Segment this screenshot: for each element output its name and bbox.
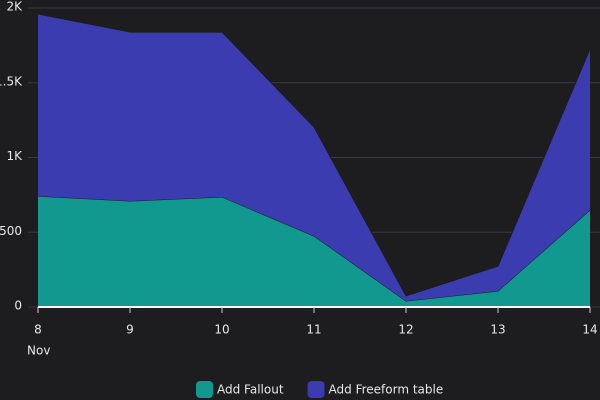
x-tick-label: 11 — [306, 323, 321, 337]
area — [38, 196, 590, 307]
x-tick-label: 12 — [398, 323, 413, 337]
y-tick-label: 2K — [6, 0, 23, 14]
y-tick-label: 1.5K — [0, 74, 23, 88]
x-tick-label: 13 — [490, 323, 505, 337]
x-tick-label: 14 — [582, 323, 597, 337]
area — [38, 13, 590, 302]
x-tick-label: 9 — [126, 323, 134, 337]
area-edge — [37, 195, 591, 302]
legend-swatch — [307, 381, 325, 398]
area-edge — [37, 13, 591, 297]
y-tick-label: 0 — [14, 299, 22, 313]
x-tick-label: 10 — [214, 323, 229, 337]
legend-swatch — [196, 381, 213, 398]
legend: Add Fallout Add Freeform table — [196, 381, 443, 398]
x-period-label: Nov — [27, 344, 50, 358]
legend-label: Add Freeform table — [329, 383, 444, 397]
y-tick-label: 500 — [0, 224, 22, 238]
y-tick-label: 1K — [6, 149, 23, 163]
x-tick-label: 8 — [34, 323, 42, 337]
legend-label: Add Fallout — [217, 383, 284, 397]
